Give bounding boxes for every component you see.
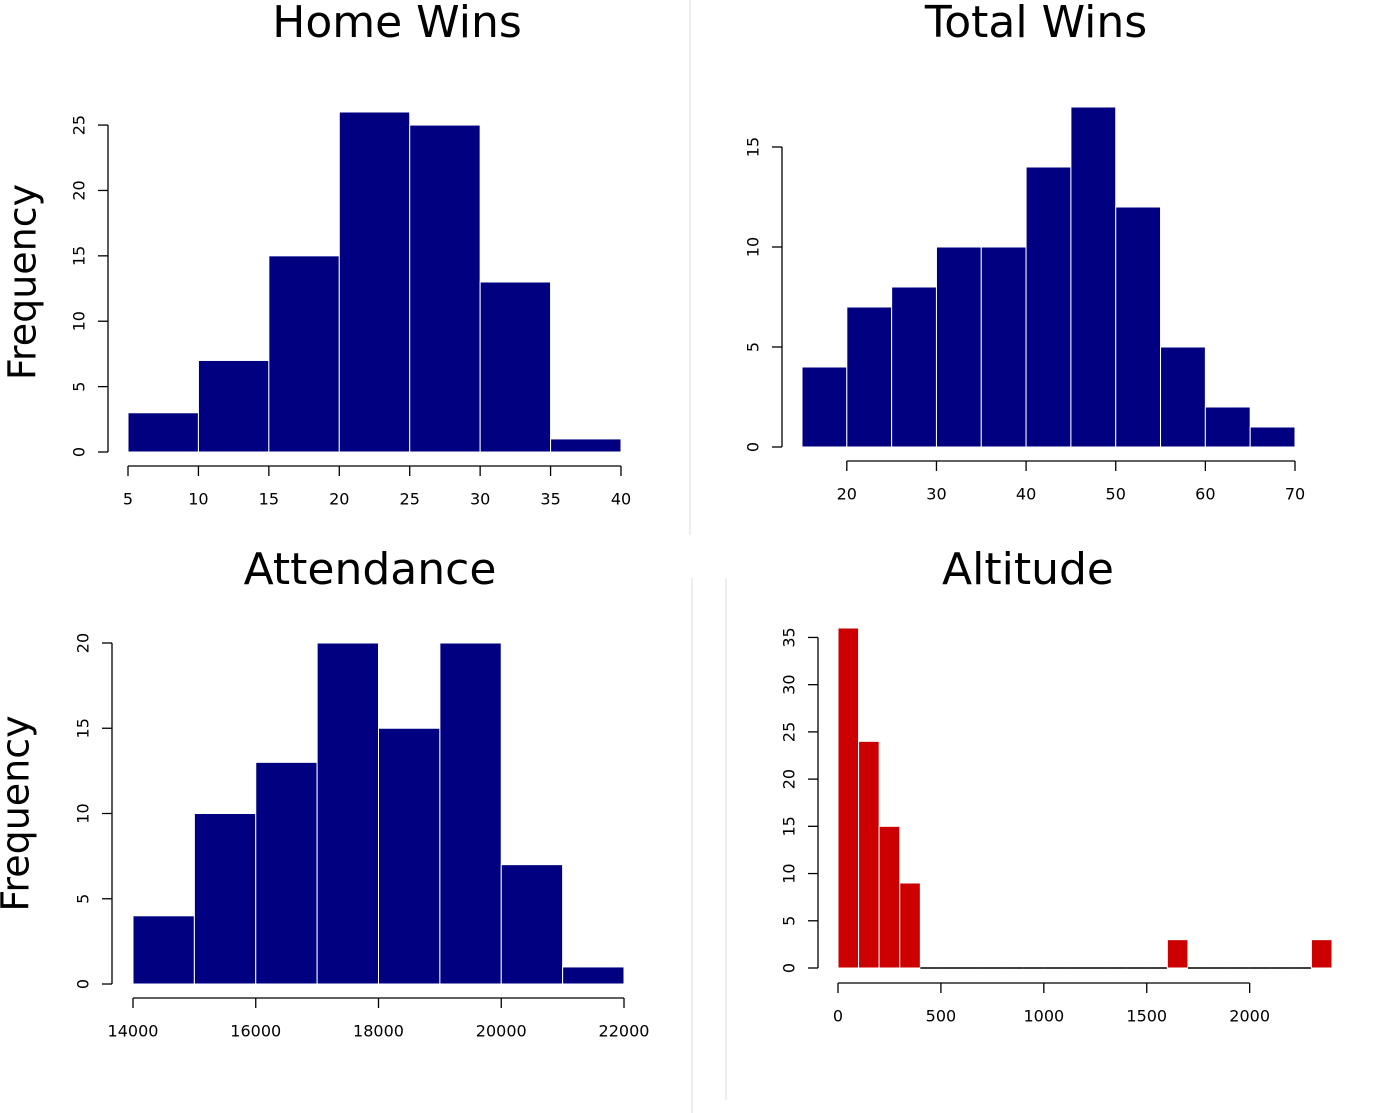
bar (837, 627, 860, 969)
y-tick-label: 15 (744, 137, 763, 157)
x-tick-label: 20 (837, 485, 857, 504)
x-tick-label: 40 (611, 490, 631, 509)
x-tick-label: 60 (1195, 485, 1215, 504)
x-tick-label: 1500 (1126, 1007, 1167, 1026)
x-tick-label: 20000 (476, 1022, 527, 1041)
bar (268, 255, 340, 453)
bar (193, 813, 257, 985)
y-tick-label: 20 (74, 633, 93, 653)
x-tick-label: 50 (1106, 485, 1126, 504)
bar (439, 642, 502, 985)
y-tick-label: 0 (744, 442, 763, 452)
bar (878, 825, 901, 969)
x-tick-label: 30 (470, 490, 490, 509)
x-tick-label: 500 (926, 1007, 957, 1026)
y-tick-label: 25 (780, 722, 799, 742)
bar (197, 359, 270, 453)
y-tick-label: 0 (70, 447, 89, 457)
x-tick-label: 30 (926, 485, 946, 504)
y-tick-label: 0 (74, 979, 93, 989)
y-tick-label: 10 (70, 311, 89, 331)
x-tick-label: 70 (1285, 485, 1305, 504)
x-tick-label: 15 (259, 490, 279, 509)
y-tick-label: 10 (74, 803, 93, 823)
y-tick-label: 20 (780, 769, 799, 789)
bar (858, 740, 880, 969)
bar (132, 915, 195, 985)
y-tick-label: 5 (744, 342, 763, 352)
bar (338, 111, 411, 453)
y-tick-label: 5 (74, 894, 93, 904)
y-axis-label: Frequency (1, 184, 45, 380)
x-tick-label: 2000 (1229, 1007, 1270, 1026)
y-tick-label: 15 (70, 246, 89, 266)
bar (1070, 106, 1117, 448)
y-tick-label: 20 (70, 180, 89, 200)
y-tick-label: 30 (780, 674, 799, 694)
x-tick-label: 0 (833, 1007, 843, 1026)
bar (1115, 206, 1162, 448)
y-tick-label: 10 (744, 237, 763, 257)
y-axis-label: Frequency (0, 715, 38, 911)
y-tick-label: 5 (780, 916, 799, 926)
y-tick-label: 5 (70, 382, 89, 392)
bar (316, 642, 379, 985)
y-tick-label: 25 (70, 115, 89, 135)
y-tick-label: 0 (780, 963, 799, 973)
x-tick-label: 16000 (230, 1022, 281, 1041)
x-tick-label: 20 (329, 490, 349, 509)
chart-title: Home Wins (272, 0, 522, 48)
bar (255, 761, 318, 985)
bar (562, 966, 625, 985)
bar (935, 246, 982, 448)
x-tick-label: 18000 (353, 1022, 404, 1041)
x-tick-label: 10 (188, 490, 208, 509)
bar (127, 412, 199, 453)
chart-title: Altitude (942, 544, 1114, 595)
bar (980, 246, 1027, 448)
x-tick-label: 35 (540, 490, 560, 509)
bar (1025, 166, 1072, 448)
bar (899, 882, 921, 969)
bar (479, 281, 552, 453)
x-tick-label: 1000 (1023, 1007, 1064, 1026)
bar (500, 864, 564, 985)
bar (801, 366, 848, 448)
x-tick-label: 5 (123, 490, 133, 509)
bar (1249, 426, 1296, 448)
x-tick-label: 25 (400, 490, 420, 509)
bar (550, 438, 622, 453)
bar (409, 124, 481, 453)
chart-title: Total Wins (924, 0, 1147, 48)
y-tick-label: 10 (780, 863, 799, 883)
bar (1160, 346, 1206, 448)
bar (846, 306, 893, 448)
bar (891, 286, 937, 448)
bar (1310, 939, 1333, 969)
bar (378, 727, 441, 985)
bar (1204, 406, 1251, 448)
x-tick-label: 40 (1016, 485, 1036, 504)
y-tick-label: 15 (780, 816, 799, 836)
y-tick-label: 35 (780, 627, 799, 647)
x-tick-label: 22000 (599, 1022, 650, 1041)
bar (1166, 939, 1189, 969)
y-tick-label: 15 (74, 718, 93, 738)
chart-title: Attendance (244, 544, 497, 595)
x-tick-label: 14000 (108, 1022, 159, 1041)
